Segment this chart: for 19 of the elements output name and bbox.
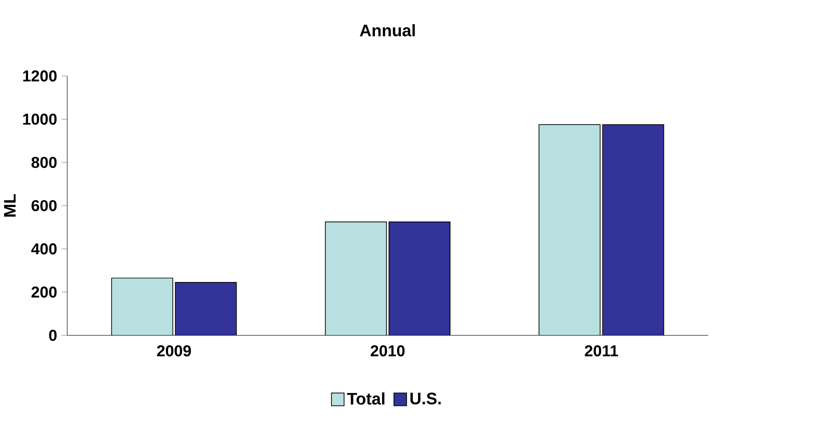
y-tick-label: 800: [31, 156, 57, 168]
bar: [602, 124, 664, 336]
legend-label: U.S.: [410, 392, 441, 404]
y-tick-label: 200: [32, 286, 57, 298]
y-tick-label: 0: [49, 330, 57, 341]
bar: [174, 282, 237, 336]
bar: [538, 124, 601, 336]
x-tick-label: 2009: [157, 345, 191, 356]
bar: [324, 221, 387, 336]
x-tick-label: 2011: [584, 345, 618, 356]
bar: [111, 278, 174, 336]
y-tick-label: 600: [32, 200, 57, 212]
y-axis-title: ML: [4, 194, 16, 216]
y-tick-label: 1000: [23, 114, 57, 125]
chart-title: Annual: [360, 24, 415, 36]
x-tick-label: 2010: [370, 345, 405, 356]
y-tick-label: 400: [31, 243, 57, 254]
y-tick-label: 1200: [23, 70, 57, 82]
legend-label: Total: [347, 392, 384, 405]
